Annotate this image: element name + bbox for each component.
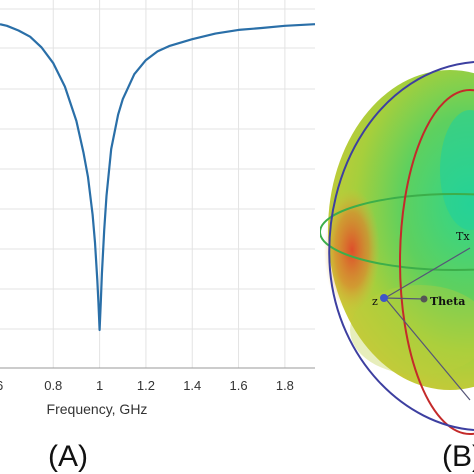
elevation-circle-blue — [328, 61, 474, 431]
theta-label: Theta — [430, 295, 465, 308]
axis-line-z — [384, 247, 471, 299]
x-tick-label: 1 — [96, 378, 103, 393]
azimuth-circle — [320, 193, 474, 271]
x-tick-label: 1.8 — [276, 378, 294, 393]
tx-label: Tx — [456, 230, 470, 243]
axis-line-theta — [384, 297, 425, 300]
theta-marker — [420, 295, 428, 303]
x-tick-labels: 0.8 1 1.2 1.4 1.6 1.8 6 — [0, 378, 294, 393]
x-tick-label-partial: 6 — [0, 378, 3, 393]
z-label: z — [372, 295, 378, 308]
z-marker — [380, 294, 388, 302]
panel-b-radiation-pattern: Tx z Theta — [320, 61, 474, 435]
elevation-circle-red — [399, 89, 474, 435]
x-tick-label: 1.4 — [183, 378, 201, 393]
pattern-hot-region — [324, 188, 380, 312]
panel-a-chart: 0.8 1 1.2 1.4 1.6 1.8 6 Frequency, GHz — [0, 0, 316, 417]
pattern-green-core — [440, 110, 474, 230]
x-axis-label: Frequency, GHz — [47, 401, 148, 417]
panel-label-a: (A) — [48, 440, 88, 473]
panel-label-b: (B) — [442, 440, 474, 473]
axis-line-down — [384, 297, 471, 401]
x-tick-label: 1.2 — [137, 378, 155, 393]
x-tick-label: 0.8 — [44, 378, 62, 393]
series-line — [0, 23, 316, 332]
x-tick-label: 1.6 — [230, 378, 248, 393]
